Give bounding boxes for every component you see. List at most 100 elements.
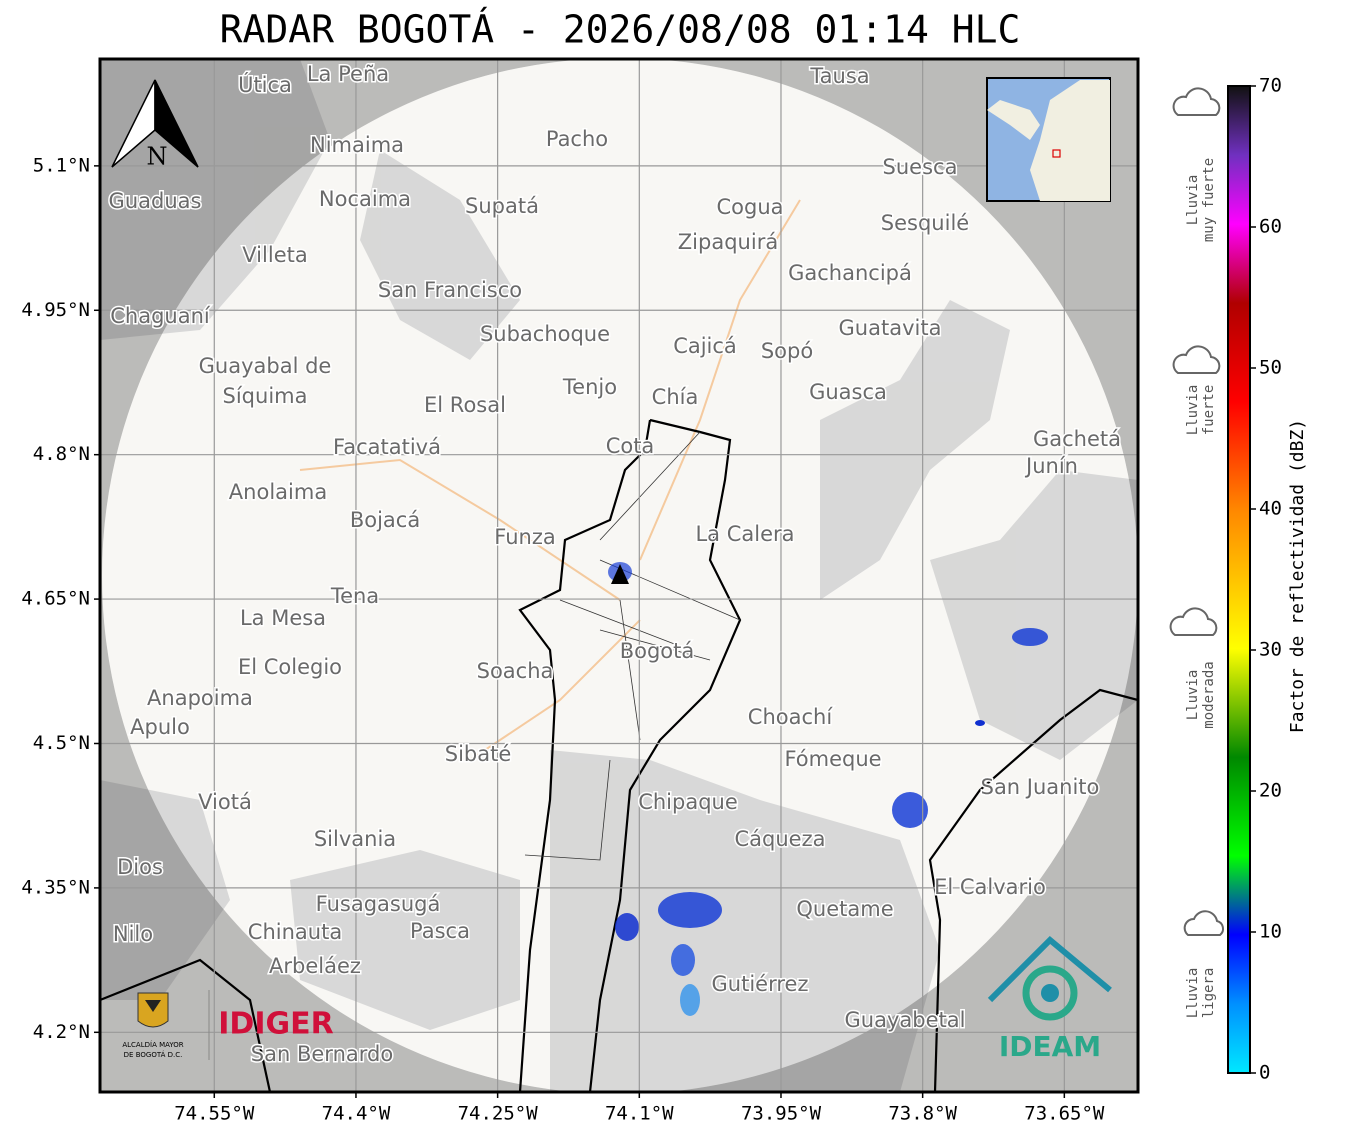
place-label: Guatavita	[839, 316, 942, 340]
place-label: Chinauta	[248, 920, 342, 944]
north-label: N	[147, 143, 168, 171]
rain-class-label: Lluvia	[1185, 968, 1201, 1019]
colorbar-label: Factor de reflectividad (dBZ)	[1287, 419, 1308, 733]
place-label: Sesquilé	[881, 211, 969, 235]
colorbar-tick-label: 20	[1259, 780, 1282, 802]
rain-class-label: Lluvia	[1185, 385, 1201, 436]
y-tick-label: 4.95°N	[21, 299, 90, 321]
place-label: Nilo	[113, 922, 153, 946]
x-tick-label: 73.95°W	[741, 1103, 822, 1125]
place-label: Anolaima	[229, 480, 327, 504]
place-label: Tena	[330, 584, 379, 608]
map: La Peña Útica Tausa Pacho Nimaima Suesca Guadu…	[100, 59, 1138, 1092]
place-label: Cáqueza	[735, 827, 826, 851]
place-label: Tenjo	[562, 375, 617, 399]
place-label: Villeta	[242, 243, 307, 267]
place-label: Guayabetal	[845, 1008, 966, 1032]
place-label: Cajicá	[673, 334, 737, 358]
alcaldia-text: ALCALDÍA MAYOR	[122, 1040, 183, 1049]
place-label: La Peña	[307, 62, 389, 86]
place-label: Zipaquirá	[678, 230, 778, 254]
rain-class-label: fuerte	[1201, 385, 1217, 436]
place-label: Choachí	[748, 705, 834, 729]
map-frame	[98, 57, 1140, 1094]
colorbar-tick-label: 10	[1259, 921, 1282, 943]
inset-map	[986, 77, 1111, 202]
place-label: Funza	[494, 525, 555, 549]
place-label: Guasca	[809, 380, 887, 404]
place-label: Anapoima	[147, 686, 253, 710]
place-label: Fómeque	[784, 747, 881, 771]
place-label: Bojacá	[350, 508, 420, 532]
idiger-logo: IDIGER	[218, 1007, 333, 1042]
colorbar-tick-label: 70	[1259, 75, 1282, 97]
y-tick-label: 4.8°N	[33, 443, 90, 465]
place-label: Apulo	[130, 715, 190, 739]
colorbar-tick-label: 60	[1259, 216, 1282, 238]
y-tick-label: 4.35°N	[21, 876, 90, 898]
place-label: Síquima	[223, 384, 308, 408]
place-label: Soacha	[477, 659, 554, 683]
place-label: Nimaima	[310, 133, 404, 157]
place-label: Sibaté	[445, 742, 512, 766]
y-tick-label: 4.5°N	[33, 732, 90, 754]
colorbar	[1227, 85, 1251, 1074]
rain-icons	[1169, 87, 1224, 936]
colorbar-tick-label: 40	[1259, 498, 1282, 520]
rain-class-label: ligera	[1201, 968, 1217, 1019]
alcaldia-text: DE BOGOTÁ D.C.	[124, 1050, 183, 1059]
x-tick-label: 74.1°W	[605, 1103, 674, 1125]
place-label: El Colegio	[238, 655, 342, 679]
place-label: Fusagasugá	[316, 892, 441, 916]
place-label: Útica	[238, 72, 292, 97]
place-label: Chía	[652, 385, 699, 409]
place-label: El Calvario	[934, 875, 1046, 899]
rain-class-label: Lluvia	[1185, 175, 1201, 226]
place-label: Bogotá	[620, 639, 695, 663]
x-tick-label: 73.65°W	[1024, 1103, 1105, 1125]
place-label: Junín	[1024, 454, 1078, 478]
x-tick-label: 74.25°W	[458, 1103, 539, 1125]
place-label: Chipaque	[638, 790, 738, 814]
place-label: Facatativá	[333, 435, 441, 459]
place-label: Guaduas	[109, 189, 202, 213]
x-tick-label: 74.55°W	[174, 1103, 255, 1125]
colorbar-tick-label: 50	[1259, 357, 1282, 379]
place-label: Quetame	[796, 897, 893, 921]
place-label: Supatá	[465, 194, 539, 218]
y-tick-label: 5.1°N	[33, 154, 90, 176]
place-label: La Calera	[695, 522, 794, 546]
place-label: El Rosal	[424, 393, 506, 417]
ideam-logo: IDEAM	[987, 935, 1112, 1063]
place-label: Arbeláez	[269, 954, 361, 978]
place-label: Cogua	[716, 195, 783, 219]
x-tick-label: 74.4°W	[322, 1103, 391, 1125]
place-label: Chaguaní	[110, 304, 211, 328]
place-label: Gachetá	[1033, 427, 1121, 451]
place-label: Gutiérrez	[712, 972, 809, 996]
place-label: Guayabal de	[199, 354, 332, 378]
place-label: Subachoque	[480, 322, 610, 346]
rain-class-label: moderada	[1201, 661, 1217, 728]
place-label: Sopó	[761, 339, 813, 363]
place-label: Pacho	[546, 127, 608, 151]
place-label: San Juanito	[981, 775, 1100, 799]
rain-class-label: muy fuerte	[1201, 158, 1217, 242]
place-label: Tausa	[809, 64, 869, 88]
place-label: Gachancipá	[788, 261, 912, 285]
place-label: Nocaima	[319, 187, 411, 211]
y-tick-label: 4.2°N	[33, 1021, 90, 1043]
colorbar-tick-label: 0	[1259, 1062, 1270, 1084]
x-tick-label: 73.8°W	[888, 1103, 957, 1125]
place-label: Pasca	[410, 919, 470, 943]
north-arrow: N	[111, 79, 199, 171]
place-label: La Mesa	[240, 606, 326, 630]
place-label: Viotá	[198, 790, 252, 814]
alcaldia-logo: ALCALDÍA MAYOR DE BOGOTÁ D.C. IDIGER	[122, 990, 334, 1060]
colorbar-tick-label: 30	[1259, 639, 1282, 661]
place-label: Dios	[117, 855, 163, 879]
radar-echoes	[608, 562, 1048, 1016]
place-label: Suesca	[883, 155, 958, 179]
place-label: Silvania	[314, 827, 396, 851]
